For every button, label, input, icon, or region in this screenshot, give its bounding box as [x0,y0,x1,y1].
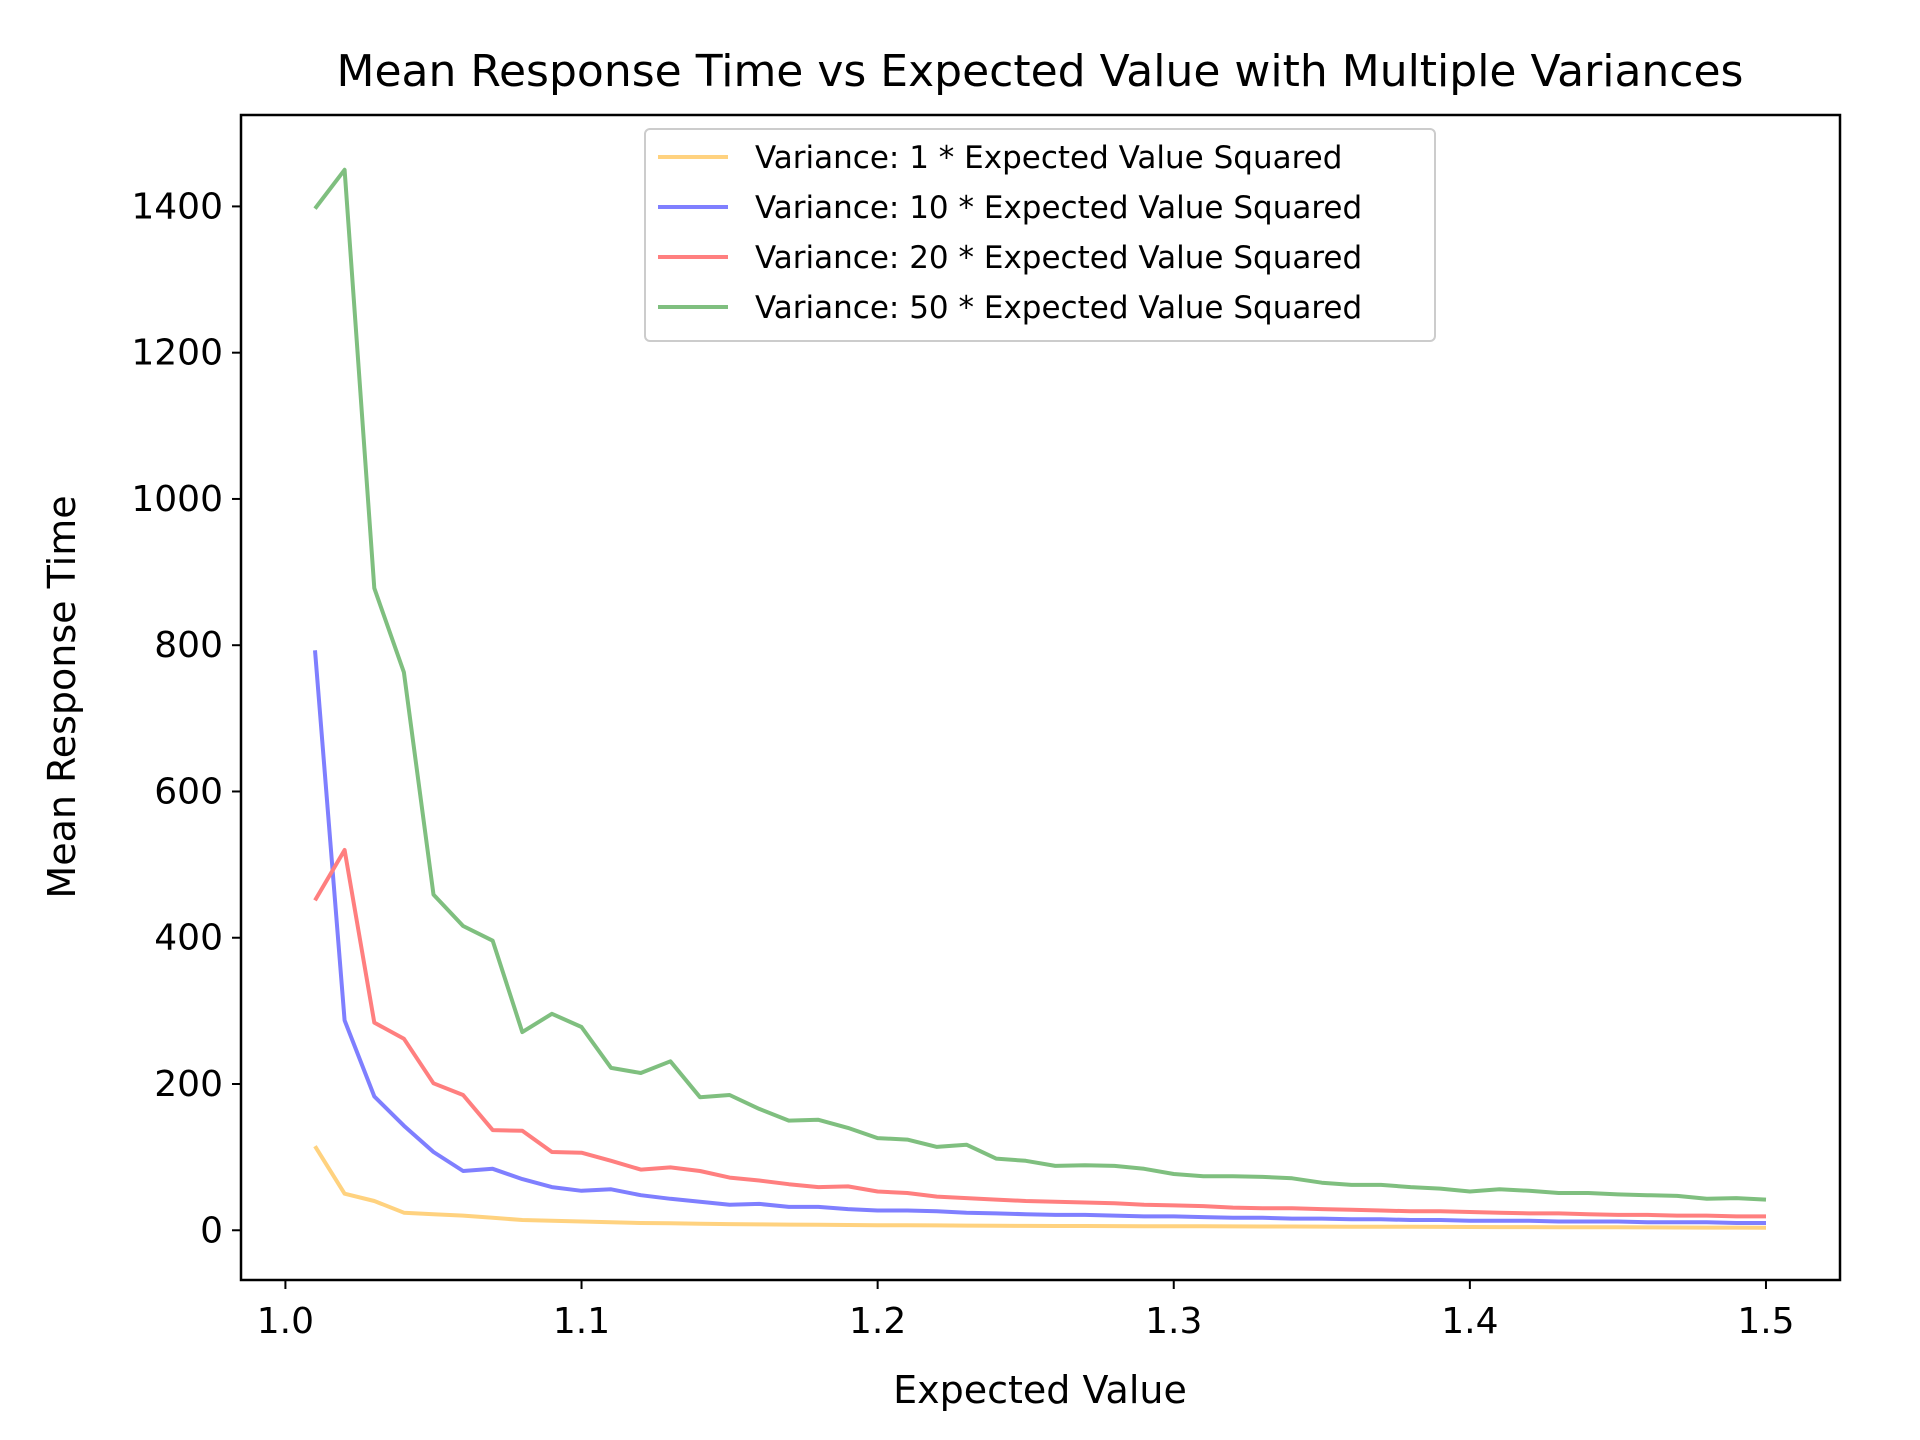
y-tick-label: 400 [154,918,223,959]
series-line-4 [313,167,1767,1202]
series-line-2 [313,650,1766,1225]
legend-label: Variance: 20 * Expected Value Squared [755,240,1362,276]
y-tick-label: 0 [200,1210,223,1251]
legend: Variance: 1 * Expected Value Squared Vari… [644,128,1436,342]
x-tick-label: 1.3 [1145,1301,1202,1342]
y-tick-label: 800 [154,625,223,666]
legend-label: Variance: 1 * Expected Value Squared [755,140,1342,176]
y-tick-label: 600 [154,771,223,812]
chart-title: Mean Response Time vs Expected Value wit… [337,46,1744,97]
y-tick-label: 200 [154,1064,223,1105]
plot-frame [239,113,1842,1282]
x-tick-label: 1.5 [1737,1301,1794,1342]
legend-label: Variance: 10 * Expected Value Squared [755,190,1362,226]
x-tick-label: 1.1 [553,1301,610,1342]
x-axis-label: Expected Value [893,1368,1187,1412]
plot-area [239,113,1842,1282]
y-tick-label: 1400 [131,186,223,227]
x-tick-label: 1.0 [257,1301,314,1342]
legend-box [644,128,1436,342]
legend-label: Variance: 50 * Expected Value Squared [755,290,1362,326]
series-layer [313,167,1767,1230]
x-tick-label: 1.2 [849,1301,906,1342]
x-axis: 1.0 1.1 1.2 1.3 1.4 1.5 [257,1280,1795,1342]
y-tick-label: 1000 [131,479,223,520]
series-line-1 [313,1145,1767,1230]
y-tick-label: 1200 [131,333,223,374]
y-axis: 0 200 400 600 800 1000 1200 1400 [131,186,241,1251]
x-tick-label: 1.4 [1441,1301,1498,1342]
legend-entries: Variance: 1 * Expected Value Squared Vari… [658,140,1362,326]
series-line-3 [313,848,1766,1219]
y-axis-label: Mean Response Time [40,495,84,898]
